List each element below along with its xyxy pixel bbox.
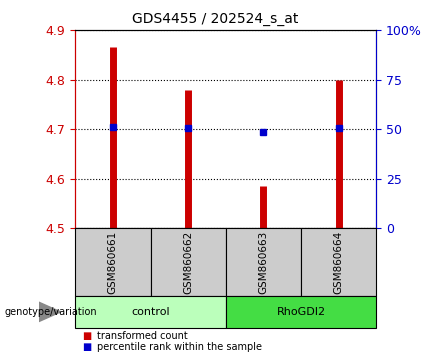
Text: genotype/variation: genotype/variation xyxy=(4,307,97,317)
Bar xyxy=(301,228,376,296)
Text: RhoGDI2: RhoGDI2 xyxy=(276,307,326,317)
Text: GSM860663: GSM860663 xyxy=(258,230,268,293)
Text: ■: ■ xyxy=(82,342,91,352)
Bar xyxy=(226,296,376,328)
Text: GSM860662: GSM860662 xyxy=(183,230,193,293)
Polygon shape xyxy=(39,302,61,322)
Text: GSM860664: GSM860664 xyxy=(334,230,344,293)
Text: GSM860661: GSM860661 xyxy=(108,230,118,293)
Text: GDS4455 / 202524_s_at: GDS4455 / 202524_s_at xyxy=(132,12,298,27)
Text: transformed count: transformed count xyxy=(97,331,187,341)
Bar xyxy=(150,228,226,296)
Text: percentile rank within the sample: percentile rank within the sample xyxy=(97,342,262,352)
Bar xyxy=(226,228,301,296)
Bar xyxy=(75,296,226,328)
Text: ■: ■ xyxy=(82,331,91,341)
Bar xyxy=(75,228,150,296)
Text: control: control xyxy=(131,307,170,317)
